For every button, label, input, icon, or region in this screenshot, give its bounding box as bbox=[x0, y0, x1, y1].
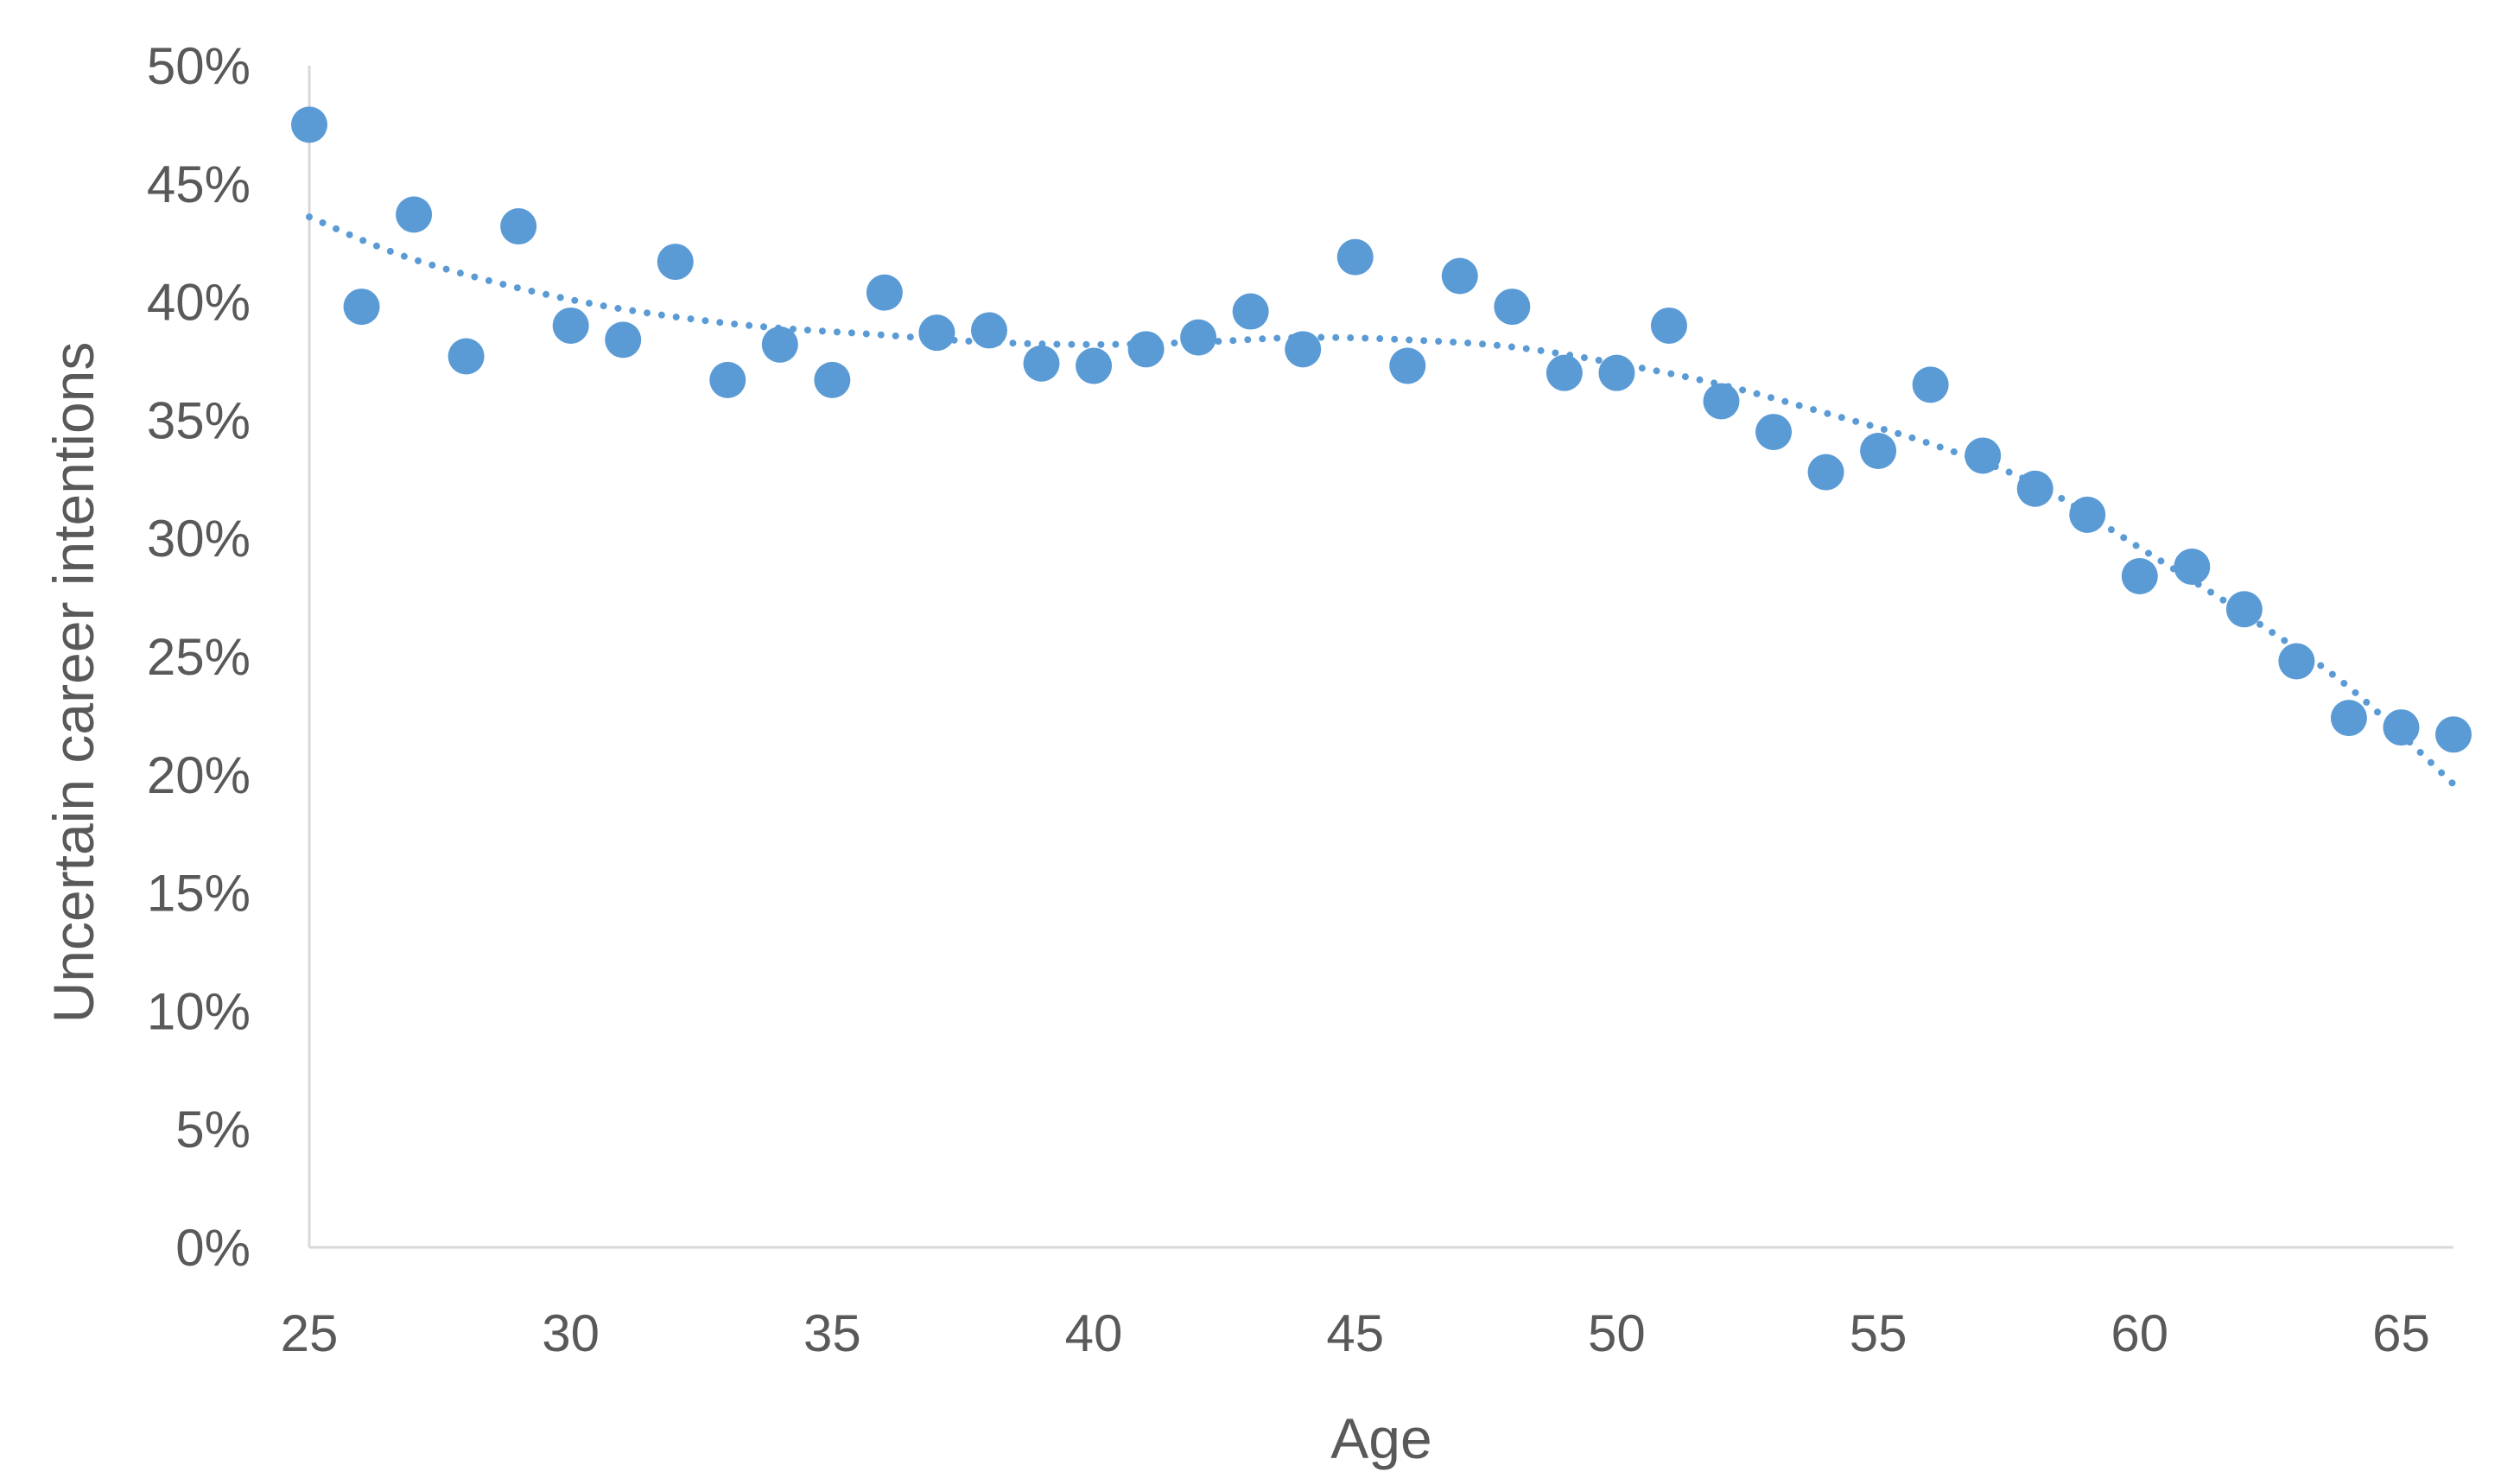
data-point bbox=[918, 314, 955, 352]
data-point bbox=[970, 312, 1007, 349]
data-point bbox=[709, 361, 746, 398]
data-point bbox=[1127, 331, 1165, 368]
data-point bbox=[1703, 383, 1740, 420]
data-point bbox=[1494, 289, 1531, 326]
data-point bbox=[1546, 354, 1583, 391]
data-point bbox=[1389, 347, 1426, 384]
x-tick-label: 50 bbox=[1588, 1304, 1646, 1362]
data-point bbox=[2121, 557, 2158, 594]
tick-labels: 0% 5% 10% 15% 20% 25% 30% 35% 40% 45% 50% 25 30 35 40 4… bbox=[147, 37, 2430, 1362]
y-tick-label: 25% bbox=[147, 628, 251, 686]
data-point bbox=[1912, 366, 1949, 403]
x-tick-label: 25 bbox=[281, 1304, 339, 1362]
data-point bbox=[552, 307, 589, 344]
data-point bbox=[1441, 257, 1478, 295]
x-axis-title: Age bbox=[1330, 1406, 1431, 1470]
y-tick-label: 40% bbox=[147, 274, 251, 332]
y-axis-title: Uncertain career intentions bbox=[41, 342, 105, 1024]
y-tick-label: 10% bbox=[147, 982, 251, 1040]
trendline bbox=[306, 213, 2457, 788]
y-tick-label: 0% bbox=[175, 1219, 251, 1277]
axes bbox=[308, 66, 2453, 1249]
data-point bbox=[1650, 307, 1687, 344]
y-tick-label: 5% bbox=[175, 1101, 251, 1158]
x-tick-label: 65 bbox=[2372, 1304, 2430, 1362]
data-point bbox=[1336, 238, 1374, 276]
y-tick-label: 30% bbox=[147, 510, 251, 568]
data-point bbox=[2174, 549, 2211, 586]
x-tick-label: 45 bbox=[1326, 1304, 1384, 1362]
y-tick-label: 15% bbox=[147, 865, 251, 923]
data-point bbox=[1807, 454, 1844, 491]
x-tick-label: 35 bbox=[803, 1304, 861, 1362]
data-point bbox=[500, 208, 537, 245]
data-point bbox=[657, 244, 694, 281]
data-point bbox=[2069, 496, 2106, 533]
data-point bbox=[761, 326, 798, 363]
y-tick-label: 20% bbox=[147, 746, 251, 804]
x-tick-label: 55 bbox=[1850, 1304, 1907, 1362]
data-point bbox=[343, 289, 380, 326]
data-point bbox=[1076, 347, 1113, 384]
data-point bbox=[2383, 709, 2420, 746]
data-point bbox=[2016, 470, 2053, 507]
data-point bbox=[1285, 331, 1322, 368]
data-point bbox=[2330, 700, 2367, 737]
data-point bbox=[2278, 643, 2315, 680]
trendline-layer bbox=[306, 213, 2457, 788]
x-tick-label: 60 bbox=[2111, 1304, 2168, 1362]
data-point bbox=[291, 106, 327, 143]
data-points bbox=[291, 106, 2472, 753]
y-tick-label: 35% bbox=[147, 391, 251, 449]
x-tick-label: 40 bbox=[1065, 1304, 1123, 1362]
data-point bbox=[1023, 345, 1060, 382]
data-point bbox=[866, 274, 903, 311]
data-point bbox=[1860, 432, 1897, 469]
data-point bbox=[448, 338, 485, 375]
data-point bbox=[605, 321, 642, 358]
data-point bbox=[396, 196, 433, 233]
data-point bbox=[1965, 437, 2002, 474]
y-tick-label: 50% bbox=[147, 37, 251, 95]
data-point bbox=[814, 361, 851, 398]
x-tick-label: 30 bbox=[542, 1304, 600, 1362]
data-point bbox=[2435, 716, 2472, 753]
data-point bbox=[1598, 354, 1635, 391]
data-point bbox=[2225, 591, 2263, 628]
y-tick-label: 45% bbox=[147, 155, 251, 213]
data-point bbox=[1232, 293, 1269, 330]
data-point bbox=[1755, 414, 1793, 451]
data-point bbox=[1180, 319, 1217, 356]
